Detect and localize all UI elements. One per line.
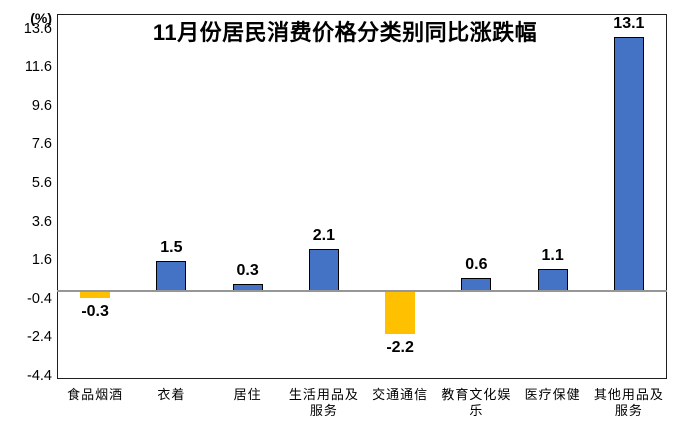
bar-医疗保健: [537, 268, 568, 290]
plot-area: [57, 14, 667, 379]
x-axis-category-label: 衣着: [157, 387, 186, 402]
x-axis-category-label: 居住: [233, 387, 262, 402]
bar-value-label: 13.1: [613, 15, 645, 33]
bar-衣着: [156, 261, 187, 290]
bar-value-label: -2.2: [386, 339, 414, 357]
y-axis-tick-label: 5.6: [31, 174, 52, 191]
x-axis-category-label: 其他用品及 服务: [593, 387, 664, 418]
x-axis-category-label: 医疗保健: [524, 387, 581, 402]
chart-title: 11月份居民消费价格分类别同比涨跌幅: [152, 20, 538, 45]
y-axis-tick-label: 3.6: [31, 213, 52, 230]
x-axis-category-label: 教育文化娱 乐: [441, 387, 512, 418]
bar-其他用品及服务: [613, 37, 644, 290]
y-axis-tick-label: 7.6: [31, 136, 52, 153]
bar-value-label: 1.1: [541, 246, 564, 264]
y-axis-tick-label: 1.6: [31, 252, 52, 269]
y-axis-tick-label: -2.4: [27, 329, 52, 346]
y-axis-unit-label: (%): [30, 10, 52, 26]
bar-居住: [232, 284, 263, 290]
x-axis-category-label: 生活用品及 服务: [288, 387, 359, 418]
bar-value-label: 0.3: [236, 262, 259, 280]
y-axis-tick-label: 13.6: [23, 20, 52, 37]
bar-value-label: 1.5: [160, 239, 183, 257]
x-axis-category-label: 交通通信: [372, 387, 429, 402]
y-axis-tick-label: 11.6: [24, 59, 52, 76]
bar-交通通信: [385, 292, 416, 335]
bar-生活用品及服务: [308, 249, 339, 290]
y-axis-tick-label: -0.4: [27, 290, 52, 307]
bar-食品烟酒: [80, 292, 111, 298]
bar-value-label: 2.1: [312, 227, 335, 245]
bar-value-label: 0.6: [465, 256, 488, 274]
y-axis-tick-label: 9.6: [31, 97, 52, 114]
zero-baseline: [57, 289, 667, 293]
x-axis-category-label: 食品烟酒: [67, 387, 124, 402]
y-axis-tick-label: -4.4: [27, 367, 52, 384]
bar-教育文化娱乐: [461, 278, 492, 290]
bar-value-label: -0.3: [81, 302, 109, 320]
